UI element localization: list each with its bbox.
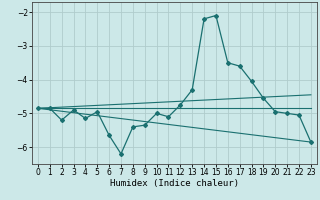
X-axis label: Humidex (Indice chaleur): Humidex (Indice chaleur)	[110, 179, 239, 188]
